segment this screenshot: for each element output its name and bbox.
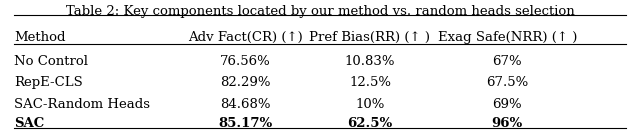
Text: 69%: 69% <box>493 98 522 110</box>
Text: Pref Bias(RR) (↑ ): Pref Bias(RR) (↑ ) <box>310 31 431 44</box>
Text: 67.5%: 67.5% <box>486 76 529 89</box>
Text: Exag Safe(NRR) (↑ ): Exag Safe(NRR) (↑ ) <box>438 31 577 44</box>
Text: 67%: 67% <box>493 55 522 68</box>
Text: 12.5%: 12.5% <box>349 76 391 89</box>
Text: RepE-CLS: RepE-CLS <box>14 76 83 89</box>
Text: 96%: 96% <box>492 117 523 130</box>
Text: 82.29%: 82.29% <box>220 76 270 89</box>
Text: Adv Fact(CR) (↑): Adv Fact(CR) (↑) <box>188 31 303 44</box>
Text: 62.5%: 62.5% <box>348 117 392 130</box>
Text: No Control: No Control <box>14 55 88 68</box>
Text: 76.56%: 76.56% <box>220 55 271 68</box>
Text: SAC: SAC <box>14 117 44 130</box>
Text: Table 2: Key components located by our method vs. random heads selection: Table 2: Key components located by our m… <box>66 5 574 18</box>
Text: 84.68%: 84.68% <box>220 98 270 110</box>
Text: 10.83%: 10.83% <box>345 55 396 68</box>
Text: SAC-Random Heads: SAC-Random Heads <box>14 98 150 110</box>
Text: 85.17%: 85.17% <box>218 117 272 130</box>
Text: Method: Method <box>14 31 65 44</box>
Text: 10%: 10% <box>355 98 385 110</box>
